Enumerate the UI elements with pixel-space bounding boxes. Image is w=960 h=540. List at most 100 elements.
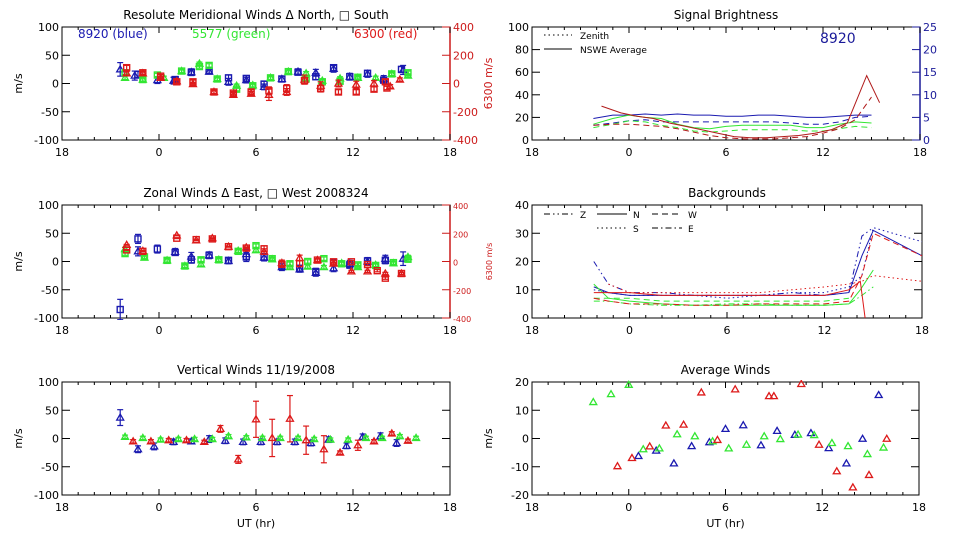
- data-point: [295, 253, 305, 262]
- annotation-label: 5577 (green): [192, 27, 270, 41]
- y2-tick-label: 200: [453, 49, 474, 62]
- data-point: [759, 431, 769, 440]
- triangle-marker: [256, 437, 266, 446]
- data-point: [353, 439, 363, 451]
- square-marker: [373, 266, 381, 275]
- square-marker: [295, 259, 304, 268]
- data-point: [377, 433, 387, 442]
- data-point: [134, 233, 142, 245]
- data-point: [864, 470, 874, 479]
- y2-tick-label: -400: [453, 134, 478, 147]
- legend-label: W: [688, 211, 697, 221]
- triangle-marker: [293, 433, 303, 442]
- data-point: [848, 482, 858, 491]
- data-point: [312, 73, 320, 81]
- y-tick-label: -100: [34, 134, 59, 147]
- triangle-marker: [738, 420, 748, 429]
- triangle-marker: [122, 68, 132, 77]
- data-point: [128, 436, 138, 445]
- data-point: [242, 244, 251, 252]
- y2-axis-label: 6300 m/s: [482, 57, 495, 109]
- square-marker: [329, 63, 338, 72]
- square-marker: [195, 62, 204, 71]
- square-marker: [122, 63, 131, 72]
- y2-tick-label: 400: [453, 21, 474, 34]
- y2-tick-label: -400: [453, 315, 471, 324]
- triangle-marker: [361, 433, 371, 442]
- triangle-marker: [341, 441, 352, 449]
- y-tick-label: 10: [515, 284, 529, 297]
- square-marker: [153, 245, 162, 253]
- square-marker: [266, 74, 275, 82]
- data-point: [741, 439, 752, 448]
- triangle-marker: [328, 263, 339, 272]
- square-marker: [192, 235, 200, 244]
- data-point: [724, 443, 734, 452]
- data-point: [638, 444, 648, 453]
- data-point: [769, 391, 779, 400]
- data-point: [645, 441, 655, 450]
- data-point: [234, 247, 242, 256]
- square-marker: [268, 254, 276, 263]
- data-point: [809, 430, 819, 439]
- y-tick-label: 0: [522, 312, 529, 325]
- legend-label: NSWE Average: [580, 46, 647, 56]
- triangle-marker: [181, 435, 192, 444]
- triangle-marker: [824, 443, 834, 452]
- square-marker: [205, 251, 213, 259]
- data-point: [690, 431, 700, 440]
- data-point: [294, 68, 302, 76]
- triangle-marker: [806, 428, 816, 437]
- square-marker: [173, 234, 181, 242]
- triangle-marker: [233, 454, 243, 463]
- square-marker: [370, 85, 378, 93]
- y-tick-label: 40: [515, 89, 529, 102]
- triangle-marker: [645, 441, 655, 450]
- legend-label: S: [633, 225, 639, 235]
- square-marker: [187, 68, 196, 76]
- data-point: [389, 258, 398, 267]
- data-point: [381, 274, 390, 282]
- triangle-marker: [864, 470, 874, 479]
- data-point: [756, 440, 766, 449]
- data-point: [215, 256, 223, 264]
- square-marker: [181, 262, 189, 270]
- square-marker: [383, 84, 391, 92]
- x-tick-label: 12: [816, 146, 830, 159]
- data-point: [411, 433, 421, 442]
- triangle-marker: [353, 440, 363, 449]
- square-marker: [283, 84, 291, 93]
- triangle-marker: [651, 445, 661, 454]
- data-point: [806, 428, 816, 437]
- x-tick-label: 18: [55, 501, 69, 514]
- y-tick-label: -20: [511, 489, 529, 502]
- triangle-marker: [189, 434, 200, 443]
- square-marker: [389, 258, 398, 267]
- square-marker: [300, 76, 309, 85]
- legend-label: E: [688, 225, 694, 235]
- y-tick-label: 100: [38, 21, 59, 34]
- y2-axis-label: 6300 m/s: [485, 243, 494, 281]
- data-point: [189, 78, 197, 86]
- data-point: [624, 380, 634, 388]
- triangle-marker: [128, 436, 138, 445]
- y2-tick-label: 200: [453, 230, 468, 239]
- data-point: [224, 242, 233, 251]
- triangle-marker: [874, 390, 884, 399]
- data-point: [320, 254, 328, 263]
- square-marker: [265, 87, 273, 95]
- data-point: [363, 69, 372, 78]
- triangle-marker: [301, 435, 311, 444]
- square-marker: [163, 256, 171, 265]
- data-point: [397, 269, 406, 278]
- triangle-marker: [309, 434, 319, 443]
- data-point: [312, 267, 320, 276]
- square-marker: [205, 61, 213, 70]
- data-point: [252, 241, 260, 250]
- triangle-marker: [251, 245, 261, 254]
- triangle-marker: [827, 438, 837, 447]
- triangle-marker: [251, 414, 261, 423]
- square-marker: [173, 78, 181, 86]
- square-marker: [316, 84, 325, 93]
- triangle-marker: [661, 420, 671, 429]
